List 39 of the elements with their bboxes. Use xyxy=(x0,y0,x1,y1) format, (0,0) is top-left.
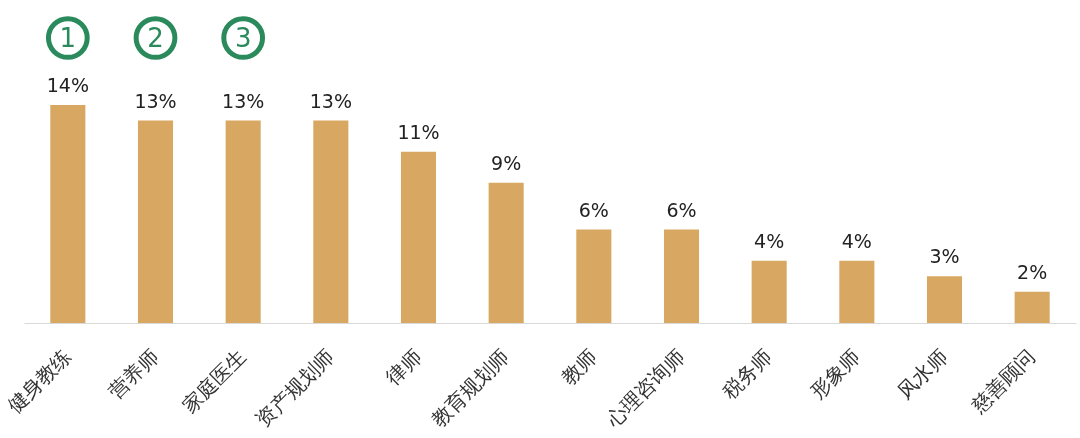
bar xyxy=(313,120,349,323)
x-tick-label: 心理咨询师 xyxy=(600,344,690,433)
data-label: 13% xyxy=(222,89,265,112)
x-tick-label: 教育规划师 xyxy=(426,344,514,432)
x-tick-label: 家庭医生 xyxy=(177,344,251,418)
bar xyxy=(1014,291,1050,323)
data-label: 3% xyxy=(929,245,960,268)
data-label: 9% xyxy=(491,151,522,174)
x-tick-label: 形象师 xyxy=(805,344,865,404)
bar xyxy=(839,260,875,323)
x-tick-label: 营养师 xyxy=(103,344,164,404)
text: 3 xyxy=(234,23,252,53)
data-label: 4% xyxy=(841,229,872,252)
bar xyxy=(576,229,612,323)
x-tick-label: 教师 xyxy=(556,344,602,390)
bar xyxy=(663,229,700,323)
bar xyxy=(50,105,86,323)
bar xyxy=(926,276,963,323)
bar xyxy=(225,120,261,323)
data-label: 6% xyxy=(578,198,609,221)
bar xyxy=(137,120,174,323)
x-tick-label: 资产规划师 xyxy=(250,344,339,432)
bar xyxy=(488,182,524,323)
data-label: 14% xyxy=(46,74,89,96)
data-label: 6% xyxy=(666,198,697,221)
data-label: 11% xyxy=(397,120,440,143)
data-label: 13% xyxy=(134,89,177,112)
x-tick-label: 税务师 xyxy=(717,344,777,404)
bar xyxy=(751,260,787,323)
x-tick-label: 律师 xyxy=(381,344,427,390)
text: 1 xyxy=(59,23,77,53)
text: 2 xyxy=(147,23,164,53)
x-tick-label: 慈善顾问 xyxy=(965,344,1040,419)
x-tick-label: 健身教练 xyxy=(2,344,76,418)
data-label: 2% xyxy=(1017,260,1048,283)
data-label: 13% xyxy=(309,89,352,112)
x-tick-label: 风水师 xyxy=(892,344,953,404)
bar xyxy=(400,151,437,323)
data-label: 4% xyxy=(754,229,785,252)
